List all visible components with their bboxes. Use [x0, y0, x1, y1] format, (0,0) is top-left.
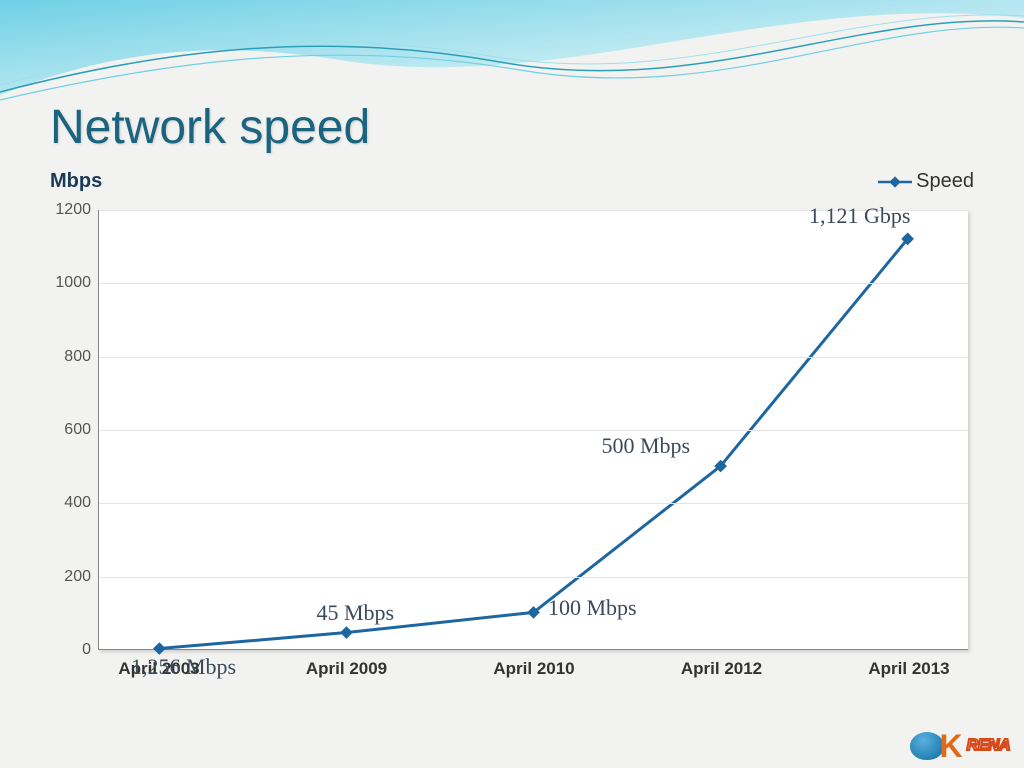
- y-tick-label: 600: [64, 421, 91, 439]
- grid-line: [99, 577, 968, 578]
- grid-line: [99, 430, 968, 431]
- legend: Speed: [878, 170, 974, 193]
- logo: K RENA: [910, 732, 1010, 760]
- plot-area: 020040060080010001200April 2003April 200…: [98, 210, 968, 650]
- x-tick-label: April 2013: [868, 659, 949, 679]
- slide-title: Network speed: [50, 100, 370, 155]
- y-tick-label: 0: [82, 641, 91, 659]
- grid-line: [99, 357, 968, 358]
- grid-line: [99, 503, 968, 504]
- x-tick-label: April 2012: [681, 659, 762, 679]
- data-point-label: 45 Mbps: [317, 600, 395, 626]
- data-point-label: 1,256 Mbps: [131, 654, 236, 680]
- y-tick-label: 200: [64, 568, 91, 586]
- y-tick-label: 1200: [55, 201, 91, 219]
- data-point-label: 1,121 Gbps: [809, 203, 910, 229]
- x-tick-label: April 2009: [306, 659, 387, 679]
- y-axis-title: Mbps: [50, 170, 102, 193]
- logo-globe-icon: [910, 732, 944, 760]
- chart-container: Mbps Speed 020040060080010001200April 20…: [40, 170, 984, 700]
- data-point-label: 100 Mbps: [548, 595, 637, 621]
- legend-label: Speed: [916, 170, 974, 193]
- logo-k-icon: K: [940, 734, 963, 760]
- data-point-label: 500 Mbps: [602, 433, 691, 459]
- x-tick-label: April 2010: [493, 659, 574, 679]
- legend-marker-icon: [878, 175, 912, 189]
- y-tick-label: 800: [64, 348, 91, 366]
- grid-line: [99, 283, 968, 284]
- y-tick-label: 400: [64, 494, 91, 512]
- y-tick-label: 1000: [55, 274, 91, 292]
- logo-text: RENA: [967, 737, 1010, 755]
